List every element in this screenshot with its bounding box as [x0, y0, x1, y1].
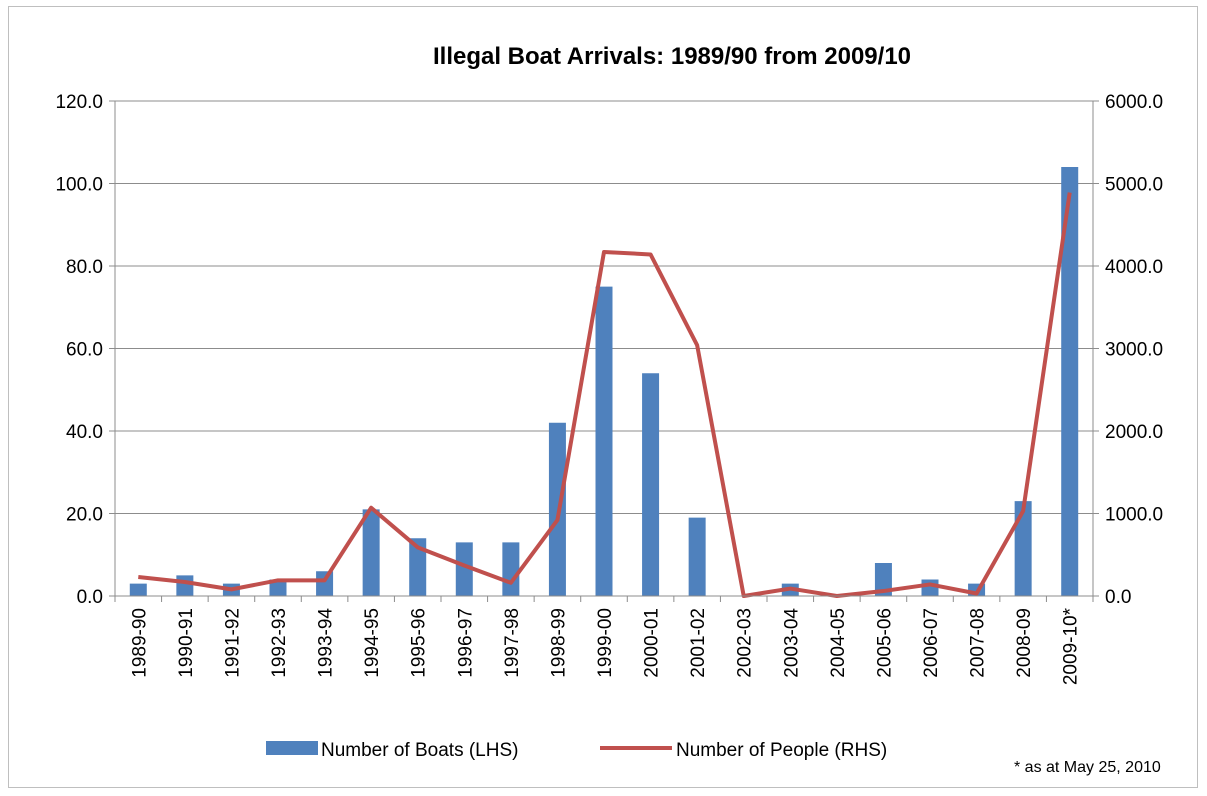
- x-tick-label: 1994-95: [362, 608, 383, 678]
- x-tick-label: 2007-08: [968, 608, 989, 678]
- left-tick-label: 0.0: [77, 587, 103, 608]
- x-tick-label: 1996-97: [455, 608, 476, 678]
- bar-boats: [921, 579, 939, 596]
- bar-boats: [316, 571, 334, 596]
- x-tick-label: 1993-94: [316, 608, 337, 678]
- right-tick-label: 4000.0: [1105, 257, 1163, 278]
- legend-swatch-boats: [266, 741, 318, 755]
- bar-boats: [595, 286, 613, 596]
- bar-boats: [502, 542, 520, 596]
- x-tick-label: 1998-99: [548, 608, 569, 678]
- bar-boats: [269, 579, 287, 596]
- x-tick-label: 2008-09: [1014, 608, 1035, 678]
- x-tick-label: 2001-02: [688, 608, 709, 678]
- x-tick-label: 1991-92: [222, 608, 243, 678]
- bar-boats: [362, 509, 380, 596]
- footnote: * as at May 25, 2010: [1014, 759, 1161, 776]
- right-tick-label: 5000.0: [1105, 175, 1163, 196]
- line-series: [138, 192, 1072, 598]
- left-tick-label: 100.0: [55, 175, 103, 196]
- left-tick-label: 80.0: [66, 257, 103, 278]
- x-tick-label: 2005-06: [874, 608, 895, 678]
- line-people: [138, 192, 1072, 598]
- x-tick-label: 2000-01: [642, 608, 663, 678]
- chart-title: Illegal Boat Arrivals: 1989/90 from 2009…: [433, 43, 911, 70]
- bar-boats: [176, 575, 194, 596]
- gridlines: [115, 100, 1093, 514]
- x-tick-label: 1990-91: [176, 608, 197, 678]
- right-tick-label: 1000.0: [1105, 505, 1163, 526]
- x-tick-label: 2009-10*: [1061, 607, 1082, 685]
- x-tick-label: 1995-96: [409, 608, 430, 678]
- bar-boats: [688, 517, 706, 596]
- right-tick-label: 3000.0: [1105, 340, 1163, 361]
- legend: Number of Boats (LHS) Number of People (…: [266, 740, 887, 761]
- right-tick-label: 6000.0: [1105, 92, 1163, 113]
- legend-label-boats: Number of Boats (LHS): [321, 740, 518, 761]
- x-tick-label: 1997-98: [502, 608, 523, 678]
- x-tick-label: 2006-07: [921, 608, 942, 678]
- left-tick-label: 60.0: [66, 340, 103, 361]
- x-tick-label: 1999-00: [595, 608, 616, 678]
- x-tick-label: 2002-03: [735, 608, 756, 678]
- x-tick-label: 2003-04: [781, 608, 802, 678]
- right-tick-label: 2000.0: [1105, 422, 1163, 443]
- right-tick-label: 0.0: [1105, 587, 1131, 608]
- legend-label-people: Number of People (RHS): [676, 740, 887, 761]
- left-tick-label: 120.0: [55, 92, 103, 113]
- bar-boats: [642, 373, 660, 596]
- bar-boats: [874, 563, 892, 596]
- bar-boats: [1014, 501, 1032, 596]
- axes: 0.0 20.0 40.0 60.0 80.0 100.0 120.0 0.0 1000.0 20…: [55, 92, 1163, 685]
- bar-boats: [409, 538, 427, 596]
- x-tick-label: 2004-05: [828, 608, 849, 678]
- bars-series: [129, 167, 1079, 596]
- left-tick-label: 40.0: [66, 422, 103, 443]
- bar-boats: [129, 583, 147, 596]
- left-tick-label: 20.0: [66, 505, 103, 526]
- x-tick-label: 1989-90: [129, 608, 150, 678]
- bar-boats: [1061, 167, 1079, 596]
- bar-boats: [455, 542, 473, 596]
- x-tick-label: 1992-93: [269, 608, 290, 678]
